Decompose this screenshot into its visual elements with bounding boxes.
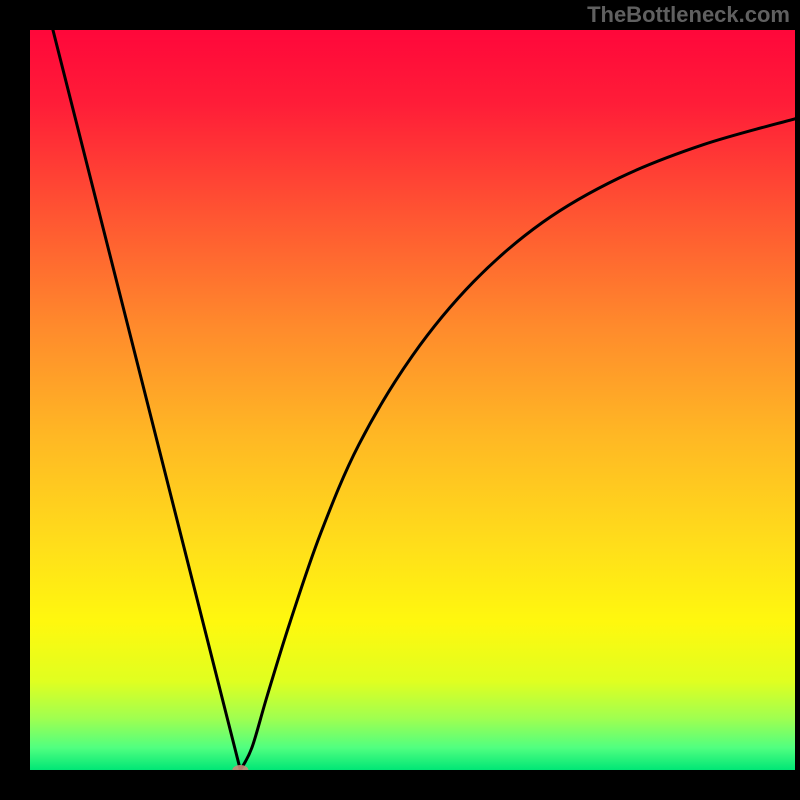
watermark-text: TheBottleneck.com: [587, 2, 790, 28]
chart-container: TheBottleneck.com: [0, 0, 800, 800]
plot-svg: [0, 0, 800, 800]
minimum-marker: [232, 765, 248, 775]
plot-background: [30, 30, 795, 770]
